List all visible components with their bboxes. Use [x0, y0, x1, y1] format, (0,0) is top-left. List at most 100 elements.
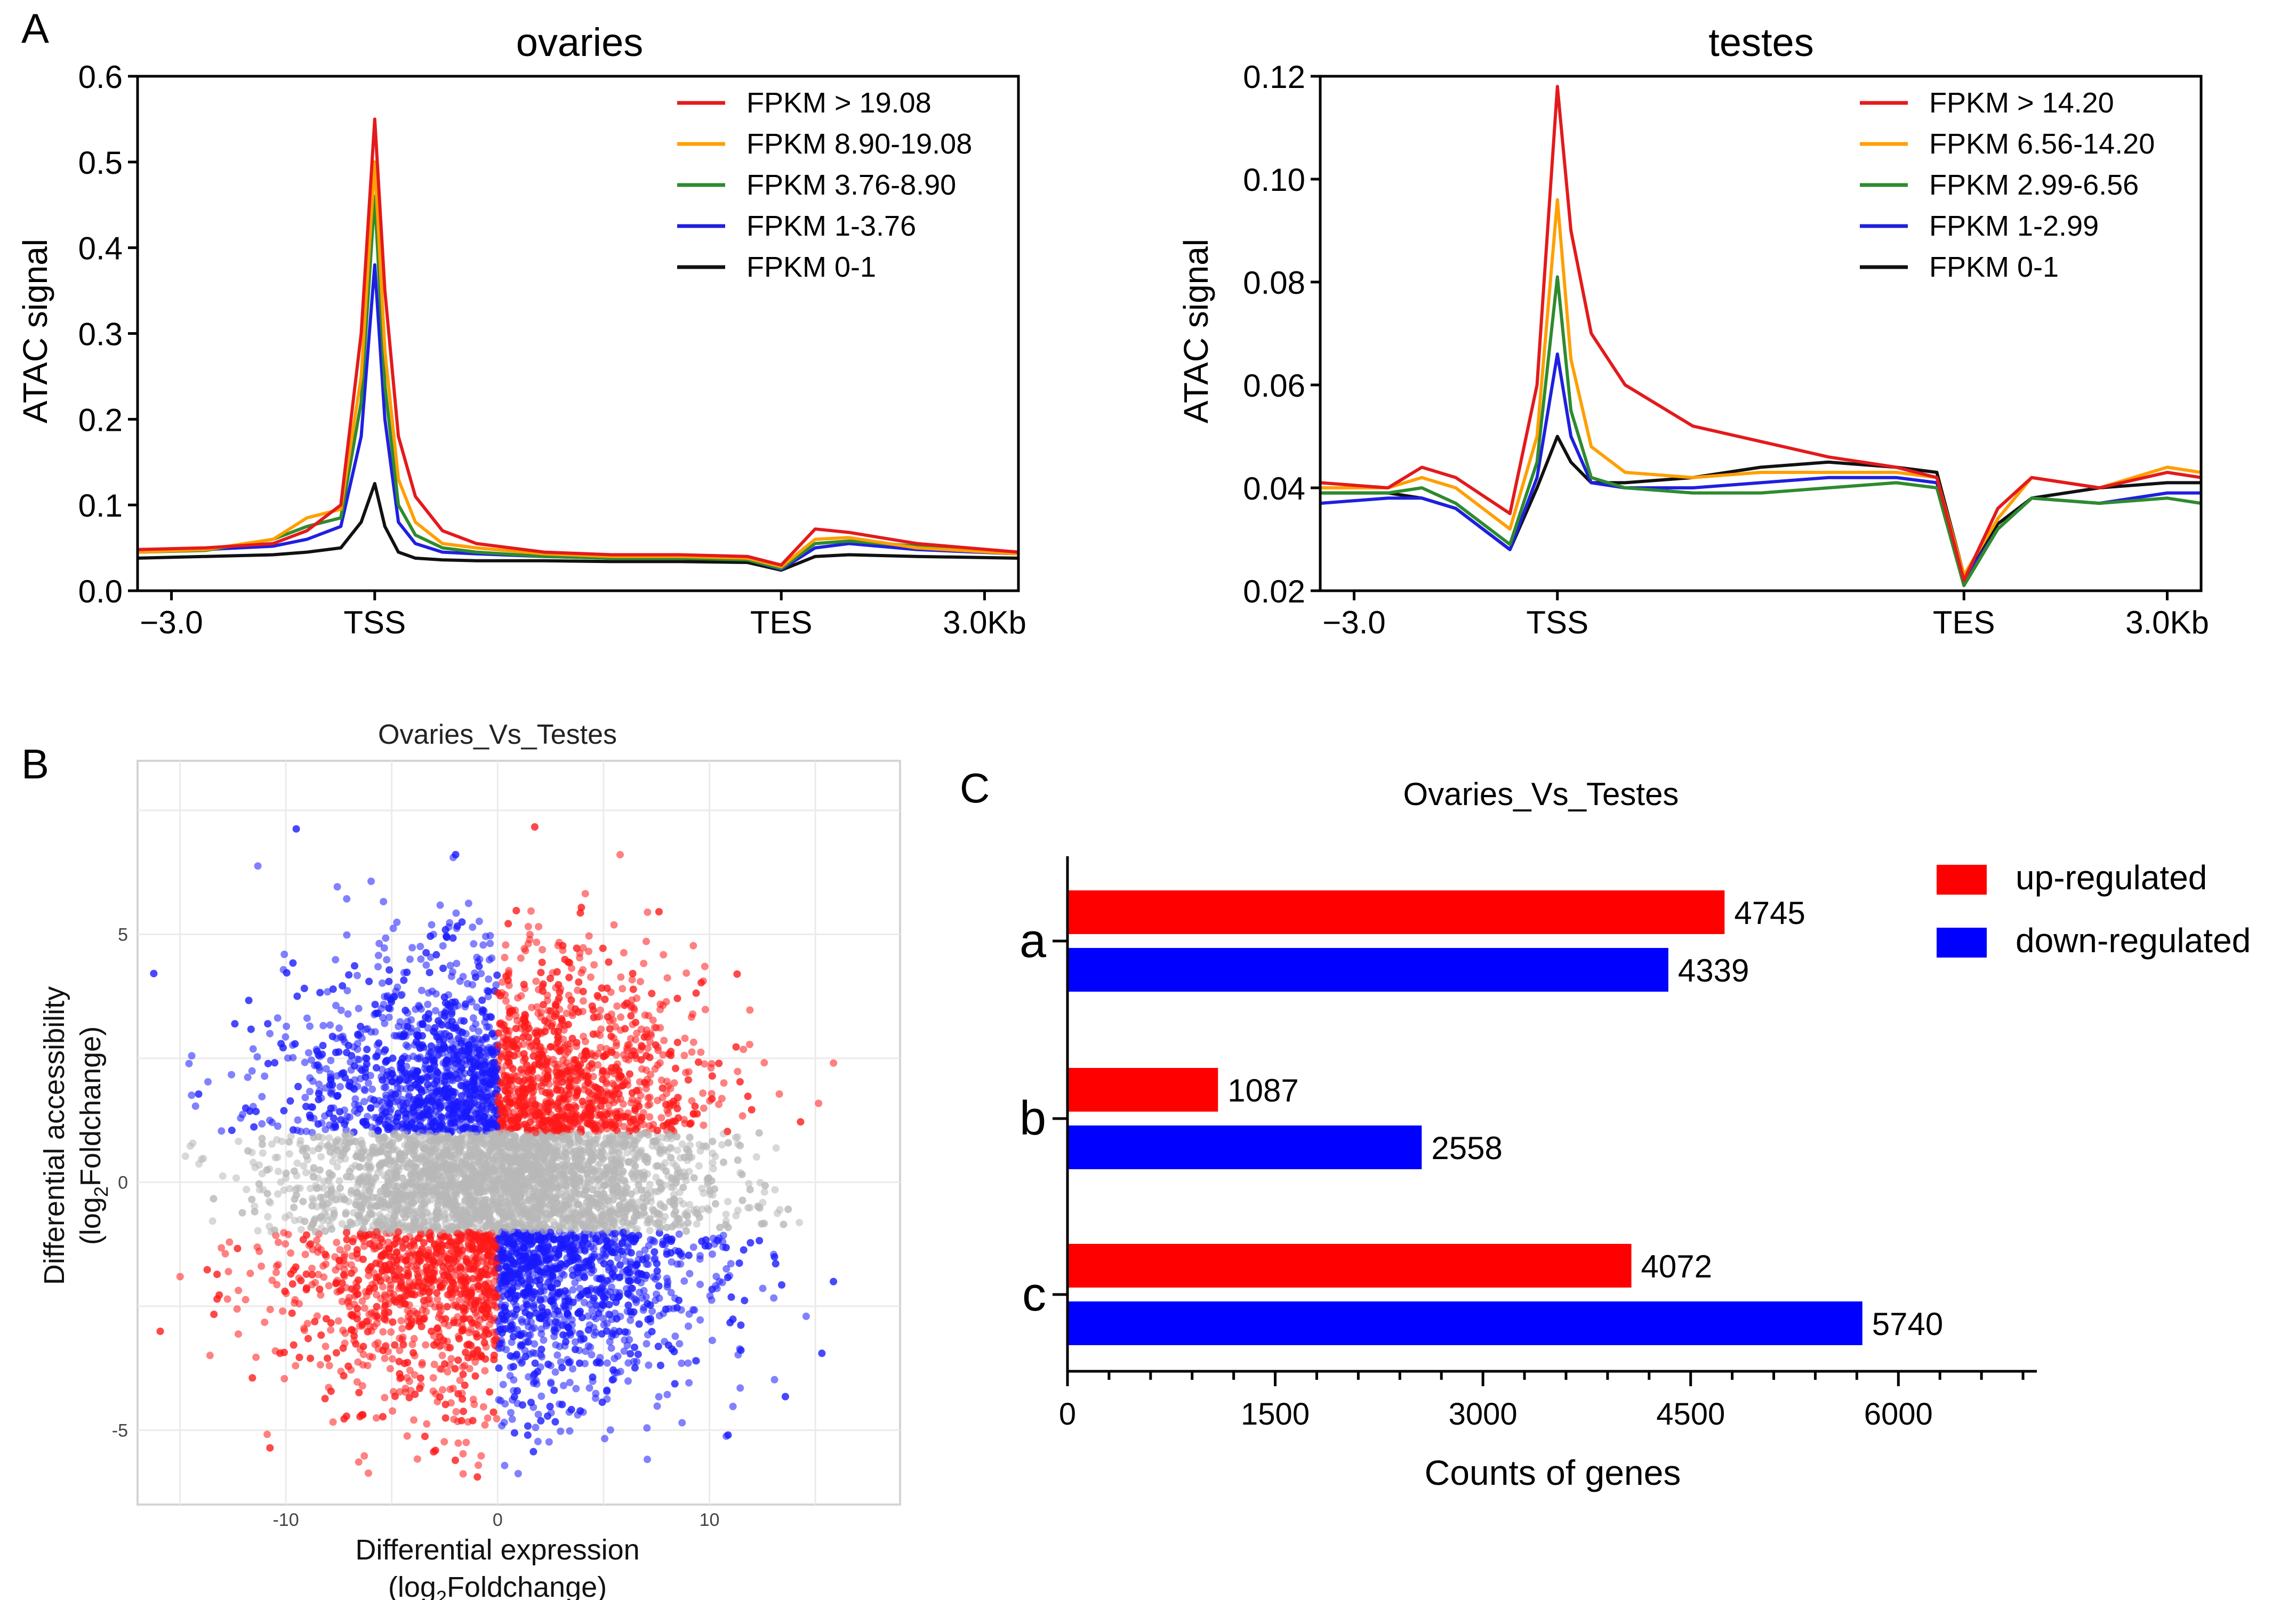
scatter-point [553, 1351, 561, 1359]
scatter-point [703, 1143, 711, 1151]
scatter-point [188, 1052, 196, 1060]
scatter-point [569, 1365, 576, 1373]
scatter-point [302, 1169, 310, 1177]
scatter-point [243, 1186, 251, 1193]
scatter-point [579, 997, 587, 1005]
scatter-point [759, 1284, 767, 1292]
scatter-point [224, 1268, 232, 1276]
series-line-0 [1320, 85, 2202, 582]
scatter-point [537, 1330, 545, 1338]
scatter-point [606, 1338, 614, 1346]
scatter-point [734, 1207, 742, 1215]
scatter-point [582, 1347, 590, 1355]
x-tick-label: −3.0 [1322, 605, 1385, 640]
scatter-point [708, 1337, 716, 1345]
scatter-point [745, 1041, 753, 1049]
scatter-point [655, 1393, 663, 1401]
x-tick-label: 3.0Kb [2125, 605, 2209, 640]
scatter-point [459, 972, 467, 980]
scatter-point [242, 1296, 250, 1304]
scatter-point [645, 1242, 653, 1250]
scatter-point [514, 1470, 522, 1477]
scatter-point [329, 1418, 337, 1426]
scatter-point [320, 1273, 328, 1281]
scatter-point [610, 921, 618, 929]
panel-label-a: A [21, 5, 49, 52]
scatter-point [368, 1353, 376, 1361]
scatter-point [375, 939, 383, 947]
scatter-point [606, 1426, 614, 1434]
scatter-point [493, 1415, 501, 1422]
y-tick-label: 0.04 [1243, 471, 1305, 506]
y-tick-label: 0.02 [1243, 574, 1305, 609]
scatter-point [673, 1260, 681, 1268]
scatter-point [280, 1374, 288, 1382]
scatter-point [481, 1421, 489, 1429]
scatter-point [334, 1317, 342, 1325]
scatter-point [616, 1368, 624, 1376]
legend-label: FPKM > 19.08 [746, 87, 932, 119]
scatter-point [387, 1328, 395, 1336]
scatter-point [668, 1258, 676, 1266]
scatter-point [581, 1360, 589, 1368]
scatter-point [329, 1157, 337, 1165]
scatter-point [274, 1168, 282, 1176]
scatter-point [646, 1100, 654, 1108]
scatter-points [150, 823, 838, 1481]
scatter-point [381, 1394, 389, 1402]
scatter-point [646, 1113, 654, 1121]
scatter-point [332, 956, 340, 964]
scatter-point [569, 1286, 577, 1294]
scatter-point [309, 1147, 317, 1155]
scatter-point [383, 956, 391, 964]
scatter-point [235, 1330, 242, 1338]
y-tick-label: 0.08 [1243, 265, 1305, 301]
scatter-point [287, 1249, 295, 1257]
scatter-point [406, 955, 414, 963]
scatter-point [740, 1046, 748, 1054]
scatter-point [306, 1022, 314, 1030]
scatter-point [492, 981, 500, 989]
scatter-point [724, 1197, 732, 1205]
scatter-point [252, 1353, 260, 1361]
scatter-point [508, 1415, 516, 1423]
scatter-point [408, 944, 416, 952]
scatter-point [700, 1104, 708, 1112]
scatter-point [263, 1430, 271, 1438]
scatter-point [498, 1422, 506, 1430]
scatter-point [746, 1006, 754, 1014]
differential-scatter-plot: Ovaries_Vs_Testes -505 -10 0 10 Differenti… [38, 719, 901, 1600]
scatter-point [283, 1023, 291, 1031]
scatter-point [597, 1043, 605, 1051]
x-tick-label: TSS [1526, 605, 1588, 640]
scatter-point [689, 1038, 697, 1046]
scatter-point [204, 1078, 212, 1086]
scatter-point [452, 909, 460, 917]
scatter-point [649, 1016, 657, 1024]
scatter-point [232, 1174, 240, 1182]
scatter-point [327, 1326, 335, 1334]
scatter-point [646, 1226, 654, 1234]
scatter-point [335, 1177, 343, 1185]
scatter-point [718, 1141, 726, 1149]
y-tick-label: 0.6 [78, 59, 123, 95]
series-line-4 [137, 482, 1019, 572]
scatter-point [447, 1355, 455, 1363]
scatter-point [643, 1340, 651, 1348]
scatter-point [355, 1458, 363, 1466]
scatter-point [566, 1379, 574, 1387]
legend-label: FPKM 1-2.99 [1929, 210, 2099, 242]
scatter-title: Ovaries_Vs_Testes [378, 719, 617, 750]
testes-y-axis-label: ATAC signal [1177, 239, 1215, 423]
scatter-point [581, 1038, 589, 1046]
scatter-point [663, 1274, 671, 1282]
y-tick-label: 0.12 [1243, 59, 1305, 95]
scatter-point [280, 1186, 288, 1194]
scatter-point [527, 907, 535, 915]
scatter-point [507, 1409, 515, 1417]
scatter-point [571, 1338, 579, 1346]
scatter-point [339, 1326, 347, 1334]
scatter-point [379, 1014, 387, 1022]
scatter-point [424, 989, 432, 997]
